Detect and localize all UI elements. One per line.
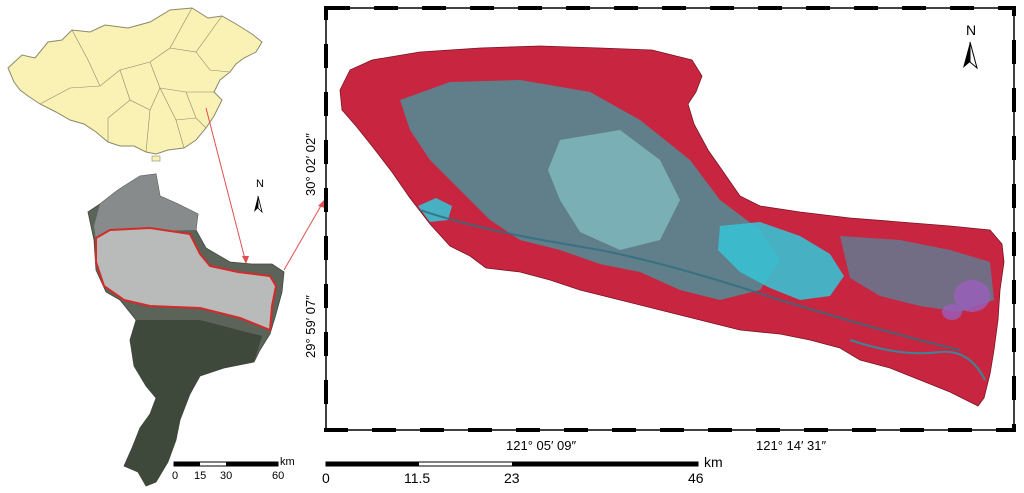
- overview-north-label: N: [256, 178, 264, 190]
- main-scale-tick-0: 0: [322, 470, 330, 486]
- hainan-island: [151, 155, 161, 162]
- connector-arrowhead-main: [318, 200, 325, 208]
- lon-label-east: 121° 14′ 31″: [756, 438, 827, 453]
- overview-scale-tick-0: 0: [172, 470, 179, 482]
- main-north-label: N: [966, 22, 977, 38]
- province-boundaries: [39, 7, 231, 153]
- lon-label-west: 121° 05′ 09″: [506, 438, 577, 453]
- main-scale-unit: km: [704, 454, 723, 470]
- connector-line-china-to-overview: [205, 107, 247, 264]
- overview-scale-tick-60: 60: [272, 470, 285, 482]
- urban-center-bright: [548, 130, 680, 250]
- overview-scale-tick-15: 15: [194, 470, 207, 482]
- overview-highlight-region: [95, 226, 278, 332]
- main-scale-bar: [325, 461, 699, 467]
- river-channel: [419, 209, 961, 351]
- water-body-large: [718, 222, 844, 300]
- overview-scale-bar: [173, 461, 279, 467]
- overview-scale-tick-30: 30: [220, 470, 233, 482]
- main-scale-tick-23: 23: [504, 470, 520, 486]
- river-channel-east: [849, 339, 986, 381]
- main-north-arrow: [963, 41, 978, 70]
- china-inset-map: [7, 7, 263, 162]
- main-scale-tick-11-5: 11.5: [404, 470, 431, 486]
- overview-forest-south: [124, 320, 262, 486]
- lat-label-south: 29° 59′ 07″: [303, 295, 318, 358]
- main-scale-tick-46: 46: [688, 470, 704, 486]
- water-body-west: [418, 198, 452, 222]
- connector-line-overview-to-main: [283, 203, 323, 271]
- lat-label-north: 30° 02′ 02″: [303, 133, 318, 196]
- main-satellite-region: [339, 45, 1005, 407]
- china-outline: [7, 7, 263, 155]
- overview-urban-north: [94, 174, 198, 240]
- overview-north-arrow: [254, 195, 263, 214]
- overview-satellite-map: [87, 173, 285, 487]
- connector-arrowhead-overview: [242, 256, 249, 264]
- overview-scale-unit: km: [280, 456, 295, 468]
- purple-patches: [942, 280, 990, 320]
